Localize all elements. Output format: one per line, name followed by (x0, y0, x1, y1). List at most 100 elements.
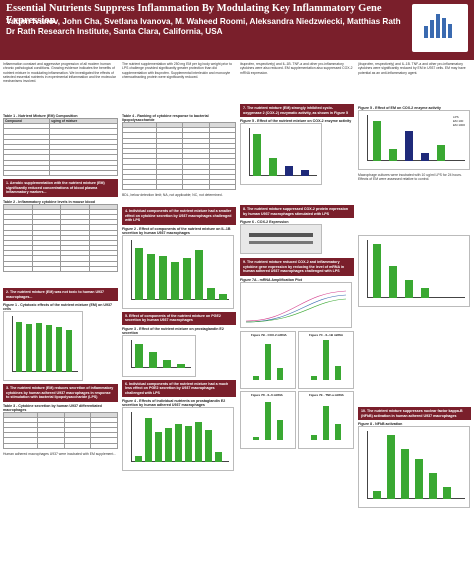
table3-title: Table 3 - Cytokine secretion by human U9… (3, 403, 102, 412)
table2-title: Table 2 - Inflammatory cytokine levels i… (3, 199, 95, 204)
cox-bar (389, 149, 397, 161)
table4-title: Table 4 - Ranking of cytokine response t… (122, 114, 209, 122)
column-4: (ibuprofen, respectively) and IL-1B. TNF… (358, 62, 471, 577)
finding-box-1: 1. Aerobic supplementation with the nutr… (3, 179, 118, 197)
amplification-curves (245, 290, 347, 322)
cox-bar (437, 145, 445, 161)
fig7-bar (335, 365, 341, 380)
fig4-bar (205, 430, 212, 463)
fig1-bar (36, 323, 42, 372)
fig1-chart (3, 311, 83, 381)
column-3: ibuprofen, respectively) and IL-1B. TNF-… (240, 62, 354, 577)
fig7-bar (277, 367, 283, 380)
table1: Compound ug/mg of mixture (2, 117, 118, 177)
legend-item: EM 1000 (452, 123, 465, 127)
fig7b-chart: Figure 7B - COX-2 mRNA (240, 330, 296, 389)
fig4-bar (185, 426, 192, 463)
blot-band (249, 233, 313, 237)
logo-icon (424, 14, 452, 38)
fig3-chart (122, 334, 196, 377)
finding-box-9: 9. The nutrient mixture reduced COX-2 an… (240, 258, 354, 276)
fig7d-title: Figure 7D - IL-6 mRNA (251, 392, 283, 397)
finding-box-6: 6. Individual components of the nutrient… (122, 379, 236, 398)
finding-box-8: 8. The nutrient mixture suppressed COX-2… (240, 205, 354, 218)
nfkb-bar (415, 459, 423, 499)
poster-header: Essential Nutrients Suppress Inflammatio… (0, 0, 474, 60)
fig3-title: Figure 3 - Effect of the nutrient mixtur… (122, 326, 224, 335)
fig7b-title: Figure 7B - COX-2 mRNA (251, 332, 287, 337)
fig4-chart (122, 407, 234, 472)
fig5-bar (253, 134, 261, 176)
col4-note: Macrophage cultures were incubated with … (358, 173, 462, 182)
fig7a-chart (240, 281, 352, 328)
fig7-bar (323, 405, 329, 440)
column-2: The nutrient supplementation with 250 mg… (121, 62, 237, 577)
fig7-bar (265, 343, 271, 380)
protein-bar (421, 288, 429, 298)
fig2-title: Figure 2 - Effect of components of the n… (122, 226, 231, 235)
fig1-title: Figure 1 - Cytotoxic effects of the nutr… (3, 303, 113, 311)
institute-logo (412, 4, 468, 52)
fig-cox-chart: LPS EM 100 EM 1000 (358, 110, 470, 170)
finding-box-10: 10. The nutrient mixture suppresses nucl… (358, 407, 471, 420)
nfkb-bar (443, 487, 451, 499)
intro-text: Inflammation constant and aggressive pro… (3, 62, 116, 84)
col1-footer-note: Human adhered macrophages U937 were incu… (3, 451, 117, 456)
finding-box-4: 4. Individual components of the nutrient… (122, 207, 236, 225)
poster-affiliation: Dr Rath Research Institute, Santa Clara,… (6, 27, 223, 36)
table1-title: Table 1 - Nutrient Mixture (EM) Composit… (3, 114, 78, 118)
fig1-bar (26, 324, 32, 372)
fig1-bar (56, 327, 62, 372)
fig5-chart (240, 123, 322, 185)
fig3-bar (177, 363, 185, 368)
fig7-bar (335, 423, 341, 440)
finding-box-3: 3. The nutrient mixture (EM) reduces sec… (3, 384, 118, 402)
fig7a-title: Figure 7A - mRNA Amplification Plot (240, 277, 302, 282)
fig6-blot (240, 224, 322, 254)
table3 (2, 411, 118, 449)
fig1-bar (66, 330, 72, 372)
legend-item: LPS (452, 115, 459, 119)
fig6-title: Figure 6 - COX-2 Expression (240, 220, 289, 224)
table4 (121, 121, 237, 191)
fig4-bar (145, 418, 152, 463)
fig7c-title: Figure 7C - IL-1B mRNA (309, 332, 344, 337)
fig4-bar (135, 456, 142, 463)
cox-legend: LPS EM 100 EM 1000 (453, 115, 465, 127)
finding-box-2: 2. The nutrient mixture (EM) was not tox… (3, 288, 118, 301)
nfkb-bar (401, 449, 409, 499)
fig2-bar (195, 249, 203, 300)
fig4-bar (155, 432, 162, 463)
fig1-bar (16, 322, 22, 372)
fig2-bar (207, 287, 215, 300)
fig2-bar (147, 253, 155, 300)
fig7-bar (277, 419, 283, 440)
fig2-bar (219, 293, 227, 300)
fig7-bar (253, 375, 259, 380)
finding-box-5: 5. Effect of components of the nutrient … (122, 311, 236, 325)
legend-item: EM 100 (452, 119, 464, 123)
col2-intro: The nutrient supplementation with 250 mg… (122, 62, 233, 79)
fig7-bar (253, 436, 259, 440)
fig5-title: Figure 5 - Effect of the nutrient mixtur… (240, 119, 352, 123)
fig-cox-title: Figure 5 - Effect of EM on COX-2 enzyme … (358, 106, 441, 110)
cox-bar (421, 153, 429, 161)
protein-bar (405, 280, 413, 298)
fig5-bar (269, 158, 277, 176)
nfkb-bar (429, 473, 437, 499)
cox-bar (373, 121, 381, 161)
fig-protein-chart (358, 235, 470, 307)
fig3-bar (163, 359, 171, 368)
protein-bar (373, 244, 381, 298)
blot-band (249, 241, 313, 244)
table2 (3, 203, 118, 273)
finding-box-7: 7. The nutrient mixture (EM) strongly in… (240, 104, 354, 117)
poster-authors: Vadim Ivanov, John Cha, Svetlana Ivanova… (6, 17, 401, 26)
fig7-bar (323, 339, 329, 380)
fig5-bar (301, 170, 309, 176)
fig1-bar (46, 325, 52, 372)
table4-note: BDL, below detection limit; NA, not appl… (122, 193, 223, 198)
fig7-bar (311, 375, 317, 380)
fig-nfkb-title: Figure 8 - NFkB activation (358, 422, 403, 426)
fig7c-chart: Figure 7C - IL-1B mRNA (298, 330, 354, 389)
